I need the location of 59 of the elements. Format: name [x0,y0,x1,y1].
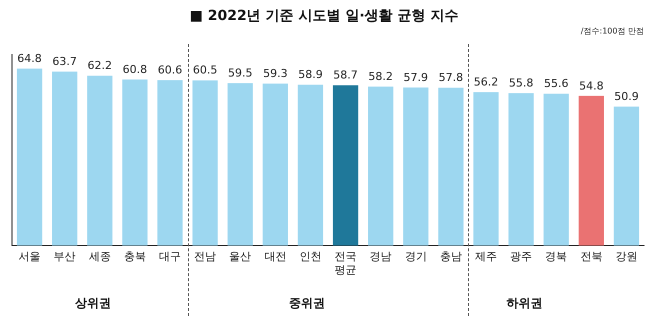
x-tick-label: 경북 [545,250,568,264]
data-label: 57.9 [404,70,428,84]
text: 하위권 [506,296,543,310]
data-label: 58.2 [368,70,393,83]
bar [228,83,253,246]
x-tick-label: 전북 [580,250,602,264]
x-tick-label: 전국 평균 [334,250,357,276]
bar [87,76,112,246]
data-label: 59.3 [263,66,288,80]
data-label: 50.9 [614,90,639,103]
x-tick-label: 서울 [18,250,41,264]
x-tick-label: 대구 [159,250,181,264]
data-label: 63.7 [52,54,77,68]
bar [544,94,569,246]
data-label: 55.6 [544,77,568,90]
chart-title: ■ 2022년 기준 시도별 일·생활 균형 지수 [190,8,458,24]
bar [122,80,148,246]
text: 중위권 [288,296,325,310]
bar [192,80,218,246]
data-label: 54.8 [579,79,604,92]
bar [368,86,394,246]
x-tick-label: 세종 [88,250,111,264]
x-tick-label: 인천 [299,250,322,264]
x-tick-label: 광주 [510,250,532,264]
x-tick-label: 대전 [264,250,286,264]
x-tick-label: 울산 [229,250,252,264]
data-label: 56.2 [474,75,498,88]
bar [473,92,499,246]
bar [508,93,534,246]
x-tick-label: 경남 [370,250,392,264]
data-label: 59.5 [228,66,252,80]
bar [157,80,183,246]
x-tick-label: 제주 [475,250,497,264]
bar [578,96,604,246]
data-label: 58.9 [298,68,323,82]
data-label: 55.8 [508,76,534,90]
bar [16,68,42,246]
bar [332,85,358,246]
x-tick-label: 강원 [615,250,638,264]
bar [438,88,464,246]
chart-subtitle: /점수:100점 만점 [580,26,644,36]
bar [52,72,78,246]
x-tick-label: 전남 [194,250,216,264]
data-label: 64.8 [17,52,42,65]
x-tick-label: 경기 [404,250,427,264]
data-label: 60.8 [122,62,148,76]
bar [298,84,324,246]
bar [262,84,288,246]
data-label: 58.7 [333,68,358,82]
text: 상위권 [74,296,111,310]
bar [614,106,640,246]
bar [403,87,428,246]
x-tick-label: 충남 [440,250,462,264]
data-label: 60.6 [158,63,182,76]
x-tick-label: 부산 [54,250,76,264]
data-label: 62.2 [88,59,112,72]
x-tick-label: 충북 [124,250,146,264]
data-label: 60.5 [192,64,218,77]
data-label: 57.8 [438,71,464,84]
